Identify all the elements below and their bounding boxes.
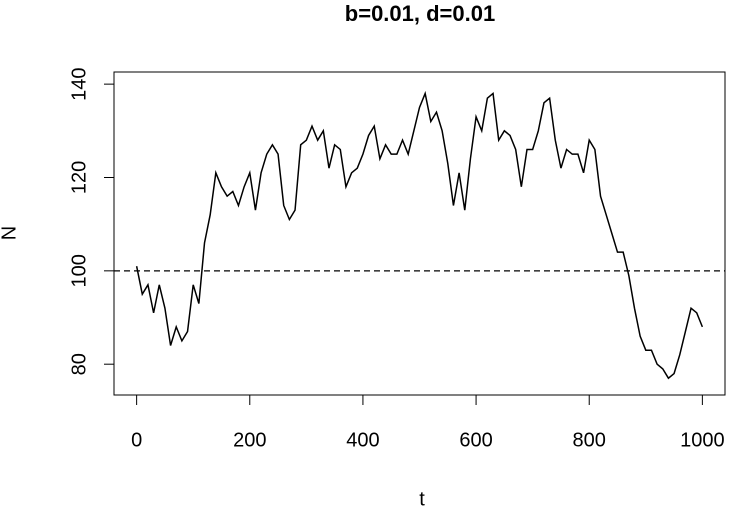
x-tick-label: 800 [573,429,606,451]
y-tick-label: 140 [68,67,90,100]
y-axis-label: N [0,226,20,240]
x-tick-label: 200 [233,429,266,451]
x-tick-label: 0 [131,429,142,451]
x-axis-label: t [419,488,425,510]
y-tick-label: 100 [68,254,90,287]
chart-title: b=0.01, d=0.01 [345,1,495,26]
y-tick-label: 120 [68,161,90,194]
x-tick-label: 400 [346,429,379,451]
data-line [135,90,704,380]
x-tick-label: 1000 [680,429,725,451]
y-tick-label: 80 [68,353,90,375]
x-tick-label: 600 [459,429,492,451]
